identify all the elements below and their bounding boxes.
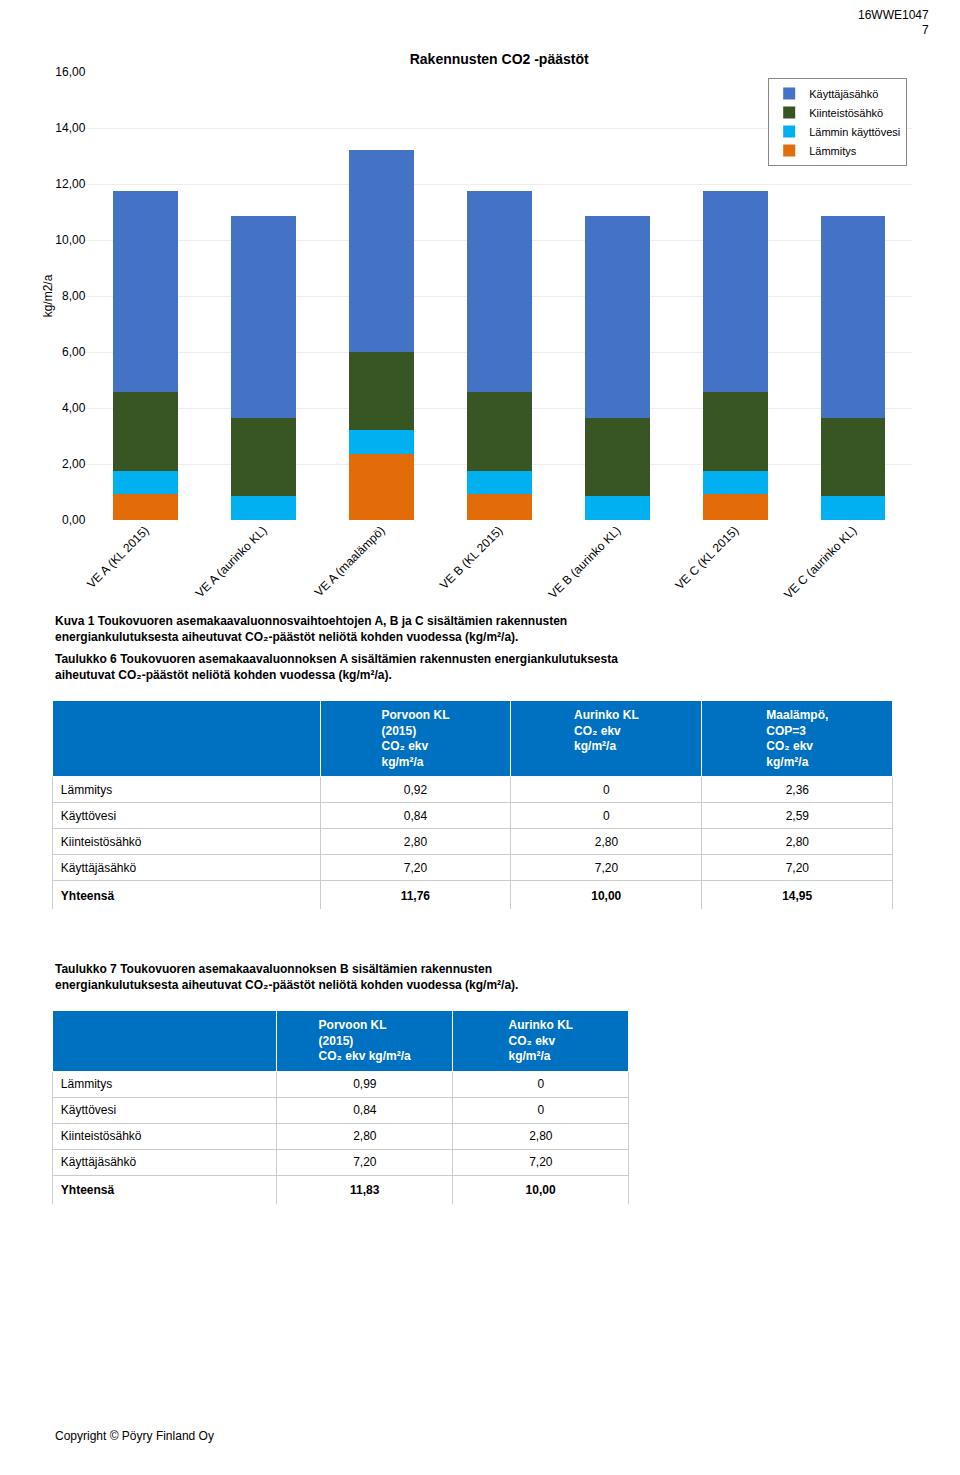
svg-text:7,20: 7,20 [353, 1155, 377, 1169]
svg-text:Käyttövesi: Käyttövesi [61, 1103, 116, 1117]
svg-text:Lämmitys: Lämmitys [809, 145, 857, 157]
svg-text:Kuva 1 Toukovuoren asemakaaval: Kuva 1 Toukovuoren asemakaavaluonnosvaih… [55, 614, 567, 644]
svg-text:Lämmin käyttövesi: Lämmin käyttövesi [809, 126, 900, 138]
svg-text:VE B (aurinko KL): VE B (aurinko KL) [546, 523, 624, 601]
svg-text:kg/m2/a: kg/m2/a [41, 274, 55, 317]
svg-text:Käyttäjäsähkö: Käyttäjäsähkö [61, 1155, 137, 1169]
svg-text:Lämmitys: Lämmitys [61, 783, 112, 797]
svg-text:Kiinteistösähkö: Kiinteistösähkö [61, 835, 142, 849]
svg-text:Porvoon KL(2015)CO₂ ekv kg/m²/: Porvoon KL(2015)CO₂ ekv kg/m²/a [319, 1018, 411, 1063]
svg-text:2,80: 2,80 [786, 835, 810, 849]
svg-text:2,80: 2,80 [529, 1129, 553, 1143]
svg-text:VE A (KL 2015): VE A (KL 2015) [84, 523, 152, 591]
svg-text:0: 0 [537, 1103, 544, 1117]
svg-text:11,76: 11,76 [401, 889, 431, 903]
svg-text:Copyright © Pöyry Finland Oy: Copyright © Pöyry Finland Oy [55, 1429, 214, 1443]
svg-text:6,00: 6,00 [62, 345, 86, 359]
svg-text:Yhteensä: Yhteensä [61, 889, 115, 903]
svg-text:10,00: 10,00 [526, 1183, 556, 1197]
svg-text:Aurinko KLCO₂ ekvkg/m²/a: Aurinko KLCO₂ ekvkg/m²/a [508, 1018, 573, 1063]
svg-text:12,00: 12,00 [55, 177, 85, 191]
svg-text:Porvoon KL(2015)CO₂ ekvkg/m²/a: Porvoon KL(2015)CO₂ ekvkg/m²/a [382, 708, 450, 769]
svg-text:Rakennusten CO2 -päästöt: Rakennusten CO2 -päästöt [410, 51, 589, 67]
svg-text:0,84: 0,84 [404, 809, 428, 823]
svg-text:7,20: 7,20 [404, 861, 428, 875]
svg-text:VE C (aurinko KL): VE C (aurinko KL) [781, 523, 859, 601]
svg-text:Kiinteistösähkö: Kiinteistösähkö [809, 107, 883, 119]
svg-text:7,20: 7,20 [595, 861, 619, 875]
svg-text:7,20: 7,20 [529, 1155, 553, 1169]
svg-text:Lämmitys: Lämmitys [61, 1077, 112, 1091]
svg-text:Aurinko KLCO₂ ekvkg/m²/a: Aurinko KLCO₂ ekvkg/m²/a [574, 708, 639, 753]
svg-text:0,92: 0,92 [404, 783, 428, 797]
svg-text:2,00: 2,00 [62, 457, 86, 471]
svg-text:0: 0 [537, 1077, 544, 1091]
svg-text:2,80: 2,80 [353, 1129, 377, 1143]
svg-text:0: 0 [603, 783, 610, 797]
svg-text:0,84: 0,84 [353, 1103, 377, 1117]
svg-text:Yhteensä: Yhteensä [61, 1183, 115, 1197]
svg-text:14,95: 14,95 [782, 889, 812, 903]
svg-text:2,36: 2,36 [786, 783, 810, 797]
svg-text:Käyttäjäsähkö: Käyttäjäsähkö [61, 861, 137, 875]
svg-text:0: 0 [603, 809, 610, 823]
svg-text:8,00: 8,00 [62, 289, 86, 303]
svg-text:VE C (KL 2015): VE C (KL 2015) [672, 523, 741, 592]
svg-text:2,59: 2,59 [786, 809, 810, 823]
svg-text:10,00: 10,00 [55, 233, 85, 247]
svg-text:Kiinteistösähkö: Kiinteistösähkö [61, 1129, 142, 1143]
svg-text:0,00: 0,00 [62, 513, 86, 527]
svg-text:2,80: 2,80 [404, 835, 428, 849]
svg-text:Maalämpö,COP=3CO₂ ekvkg/m²/a: Maalämpö,COP=3CO₂ ekvkg/m²/a [766, 708, 828, 769]
svg-text:16,00: 16,00 [55, 65, 85, 79]
svg-text:2,80: 2,80 [595, 835, 619, 849]
svg-text:VE A (maalämpö): VE A (maalämpö) [312, 523, 388, 599]
svg-text:7: 7 [922, 23, 929, 37]
svg-text:Käyttövesi: Käyttövesi [61, 809, 116, 823]
svg-text:16WWE1047: 16WWE1047 [858, 8, 929, 22]
svg-text:10,00: 10,00 [591, 889, 621, 903]
svg-text:VE A (aurinko KL): VE A (aurinko KL) [193, 523, 270, 600]
svg-text:Taulukko 6 Toukovuoren asemaka: Taulukko 6 Toukovuoren asemakaavaluonnok… [55, 652, 618, 682]
svg-text:VE B (KL 2015): VE B (KL 2015) [437, 523, 506, 592]
svg-text:Käyttäjäsähkö: Käyttäjäsähkö [809, 88, 878, 100]
svg-text:Taulukko 7 Toukovuoren asemaka: Taulukko 7 Toukovuoren asemakaavaluonnok… [55, 962, 518, 992]
svg-text:7,20: 7,20 [786, 861, 810, 875]
svg-text:4,00: 4,00 [62, 401, 86, 415]
svg-text:11,83: 11,83 [350, 1183, 380, 1197]
svg-text:14,00: 14,00 [55, 121, 85, 135]
svg-text:0,99: 0,99 [353, 1077, 377, 1091]
